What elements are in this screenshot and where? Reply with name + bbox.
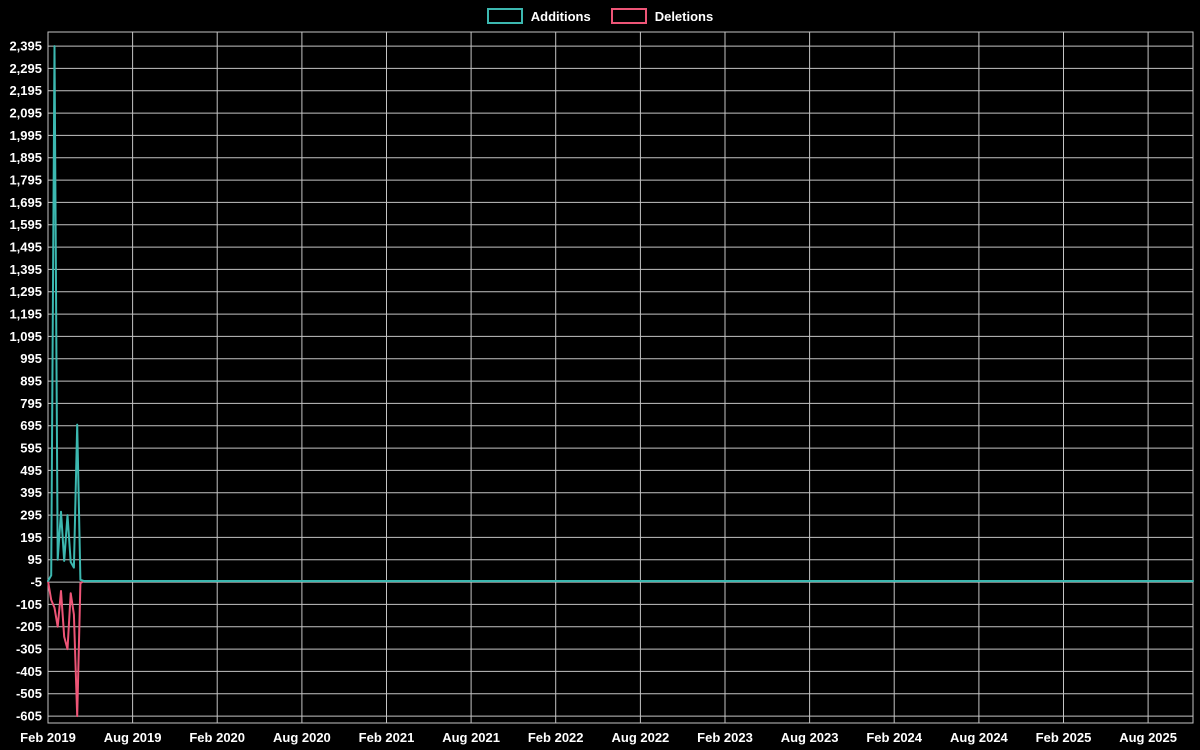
legend-item-additions: Additions [486,8,591,24]
y-tick-label: 1,295 [9,284,42,299]
x-tick-label: Feb 2025 [1036,730,1092,745]
y-tick-label: 495 [20,463,42,478]
y-tick-label: 695 [20,418,42,433]
y-tick-label: 1,495 [9,240,42,255]
additions-line [47,45,1194,582]
x-tick-label: Aug 2025 [1119,730,1177,745]
y-tick-label: -5 [30,575,42,590]
y-tick-label: -205 [16,619,42,634]
x-tick-label: Feb 2023 [697,730,753,745]
y-tick-label: -405 [16,664,42,679]
y-tick-label: 1,095 [9,329,42,344]
y-tick-label: 895 [20,374,42,389]
y-tick-label: 1,395 [9,262,42,277]
legend-item-deletions: Deletions [610,8,714,24]
deletions-swatch [610,8,647,24]
x-tick-label: Feb 2021 [359,730,415,745]
additions-legend-label: Additions [530,8,591,24]
y-tick-label: 1,895 [9,150,42,165]
y-tick-label: -505 [16,686,42,701]
chart-legend: Additions Deletions [0,8,1200,24]
x-tick-label: Aug 2024 [950,730,1009,745]
x-tick-label: Aug 2021 [442,730,500,745]
deletions-line [47,580,1194,718]
x-tick-label: Feb 2024 [866,730,922,745]
y-tick-label: 1,195 [9,307,42,322]
additions-swatch [486,8,523,24]
y-tick-label: 295 [20,508,42,523]
y-tick-label: -105 [16,597,42,612]
y-tick-label: 1,795 [9,173,42,188]
y-tick-label: 395 [20,485,42,500]
y-tick-label: 2,395 [9,39,42,54]
y-tick-label: -605 [16,709,42,724]
x-tick-label: Aug 2019 [104,730,162,745]
y-tick-label: 2,095 [9,106,42,121]
x-tick-label: Feb 2020 [189,730,245,745]
y-tick-label: -305 [16,642,42,657]
x-tick-label: Aug 2023 [781,730,839,745]
y-tick-label: 195 [20,530,42,545]
y-tick-label: 95 [28,552,42,567]
x-tick-label: Feb 2022 [528,730,584,745]
y-tick-label: 595 [20,441,42,456]
y-tick-label: 2,195 [9,83,42,98]
y-tick-label: 1,995 [9,128,42,143]
y-tick-label: 995 [20,351,42,366]
x-tick-label: Aug 2020 [273,730,331,745]
x-tick-label: Aug 2022 [611,730,669,745]
x-tick-label: Feb 2019 [20,730,76,745]
y-tick-label: 795 [20,396,42,411]
y-tick-label: 1,695 [9,195,42,210]
y-tick-label: 1,595 [9,217,42,232]
deletions-legend-label: Deletions [654,8,714,24]
y-tick-label: 2,295 [9,61,42,76]
